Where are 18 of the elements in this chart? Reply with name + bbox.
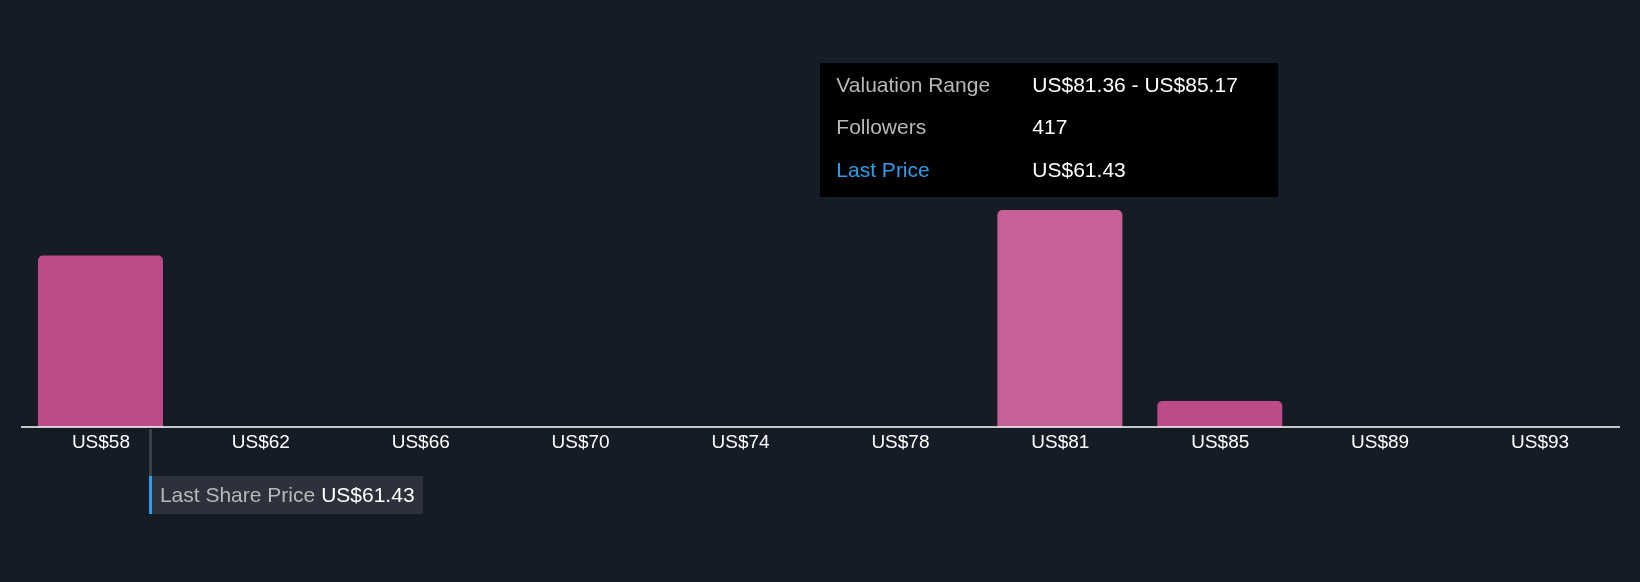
x-tick-label: US$70 [551, 431, 610, 453]
x-tick-label: US$58 [71, 431, 130, 453]
text: Last Share Price [159, 483, 316, 507]
x-tick-label: US$85 [1191, 431, 1250, 453]
text: US$61.43 [321, 483, 415, 507]
x-tick-label: US$62 [231, 431, 290, 453]
x-tick-label: US$93 [1511, 431, 1570, 453]
text: Followers [836, 115, 928, 141]
x-tick-label: US$66 [391, 431, 450, 453]
text: Last Price [836, 157, 931, 183]
x-tick-label: US$78 [871, 431, 930, 453]
text: Valuation Range [836, 73, 992, 98]
x-tick-label: US$89 [1351, 431, 1410, 453]
x-tick-label: US$74 [711, 431, 771, 453]
x-tick-label: US$81 [1031, 431, 1090, 453]
text: US$61.43 [1032, 157, 1127, 183]
text: US$81.36 - US$85.17 [1032, 73, 1239, 98]
text: 417 [1032, 115, 1069, 141]
